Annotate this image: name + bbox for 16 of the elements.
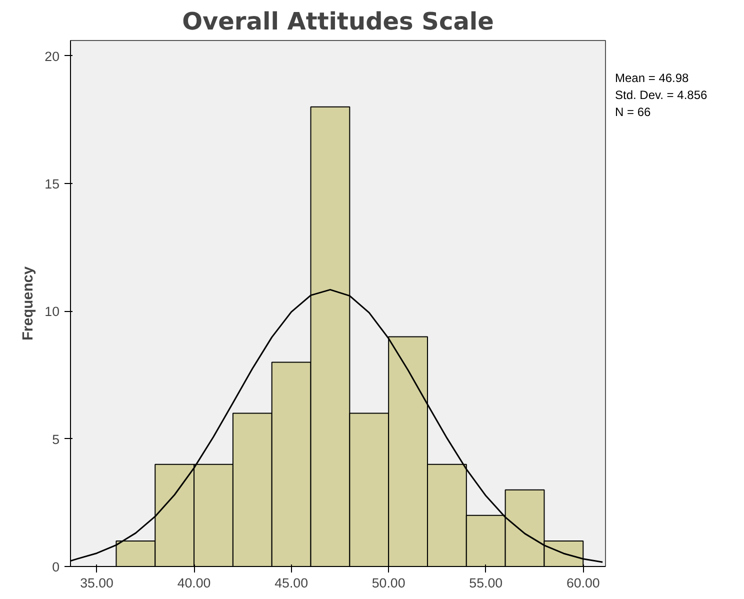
x-tick-label: 40.00 xyxy=(177,576,211,590)
y-tick-label: 0 xyxy=(52,560,60,574)
y-axis-title: Frequency xyxy=(20,266,37,341)
x-tick-label: 55.00 xyxy=(469,576,503,590)
y-tick-label: 5 xyxy=(52,432,60,447)
x-tick-label: 45.00 xyxy=(274,576,308,590)
text: Mean = 46.98 xyxy=(615,71,689,85)
x-tick-label: 50.00 xyxy=(372,576,406,590)
text: N = 66 xyxy=(615,105,651,120)
y-tick-label: 15 xyxy=(44,176,60,192)
chart-title: Overall Attitudes Scale xyxy=(182,8,494,36)
y-tick-label: 10 xyxy=(44,304,60,320)
y-tick-label: 20 xyxy=(44,48,60,64)
text: Std. Dev. = 4.856 xyxy=(615,88,708,102)
x-tick-label: 35.00 xyxy=(80,576,114,590)
x-tick-label: 60.00 xyxy=(566,576,600,590)
